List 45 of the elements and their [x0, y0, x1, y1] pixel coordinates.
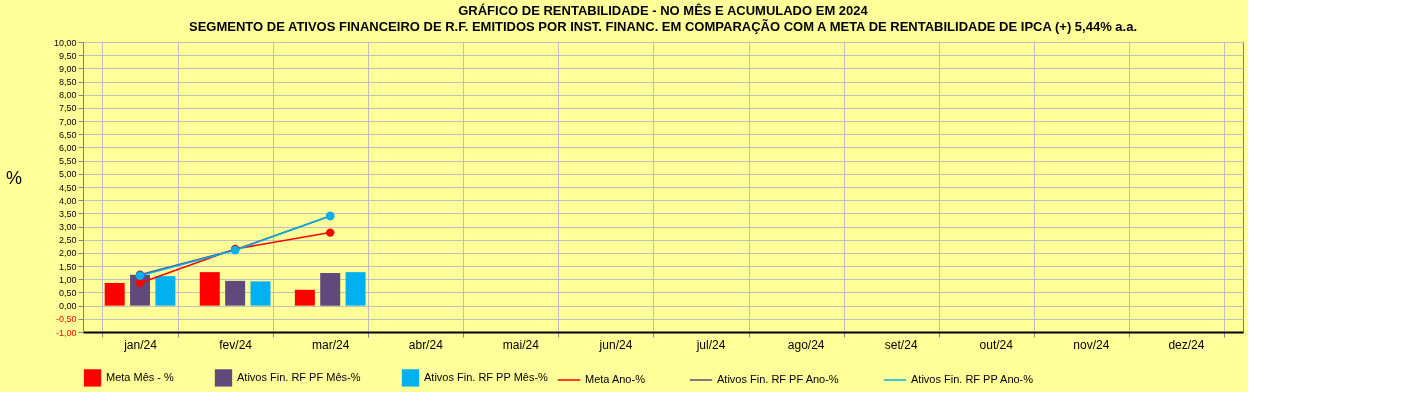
y-tick-label: 3,50 [58, 208, 77, 219]
x-tick-label: abr/24 [408, 337, 444, 352]
legend-label: Ativos Fin. RF PF Mês-% [237, 370, 361, 383]
y-tick-label: 9,00 [58, 63, 77, 74]
chart-subtitle: SEGMENTO DE ATIVOS FINANCEIRO DE R.F. EMITIDOS POR INST. FINANC. EM COMPARAÇÃO COM A META DE RENTABILIDADE DE IPCA (+) 5,44% a.a. [189, 19, 1137, 34]
y-tick-label: 2,50 [58, 235, 77, 246]
y-tick-label: 7,50 [58, 103, 77, 114]
x-tick-label: set/24 [884, 337, 918, 352]
y-tick-label: 7,00 [58, 116, 77, 127]
legend-label: Ativos Fin. RF PP Mês-% [424, 370, 549, 383]
y-tick-label: 5,50 [58, 156, 77, 167]
y-tick-label: 4,50 [58, 182, 77, 193]
y-tick-label: 2,00 [58, 248, 77, 259]
y-tick-label: 1,50 [58, 261, 77, 272]
y-tick-label: 0,50 [58, 287, 77, 298]
x-tick-label: ago/24 [787, 337, 825, 352]
y-tick-label: 6,00 [58, 142, 77, 153]
y-tick-label: 4,00 [58, 195, 77, 206]
y-tick-label: 5,00 [58, 169, 77, 180]
y-tick-label: 10,00 [53, 37, 77, 48]
y-tick-label: 1,00 [58, 274, 77, 285]
x-tick-label: mar/24 [312, 337, 350, 352]
x-tick-label: mai/24 [502, 337, 540, 352]
y-tick-label: -0,50 [55, 314, 77, 325]
x-tick-label: jul/24 [695, 337, 726, 352]
x-tick-label: out/24 [979, 337, 1014, 352]
legend-label: Ativos Fin. RF PF Ano-% [717, 373, 839, 385]
y-tick-label: 8,00 [58, 90, 77, 101]
legend-label: Meta Ano-% [585, 373, 646, 385]
y-tick-label: 8,50 [58, 77, 77, 88]
y-tick-label: 9,50 [58, 50, 77, 61]
point [326, 228, 335, 237]
x-tick-label: jun/24 [598, 337, 633, 352]
y-tick-label: 0,00 [58, 301, 77, 312]
y-tick-label: 3,00 [58, 222, 77, 233]
y-tick-label: -1,00 [55, 327, 77, 338]
legend-label: Meta Mês - % [106, 370, 175, 383]
x-tick-label: dez/24 [1168, 337, 1205, 352]
y-axis-title: % [5, 167, 22, 188]
chart-title: GRÁFICO DE RENTABILIDADE - NO MÊS E ACUMULADO EM 2024 [458, 3, 869, 18]
legend-label: Ativos Fin. RF PP Ano-% [911, 373, 1034, 385]
y-tick-label: 6,50 [58, 129, 77, 140]
x-tick-label: jan/24 [123, 337, 158, 352]
x-tick-label: nov/24 [1073, 337, 1110, 352]
x-tick-label: fev/24 [219, 337, 253, 352]
